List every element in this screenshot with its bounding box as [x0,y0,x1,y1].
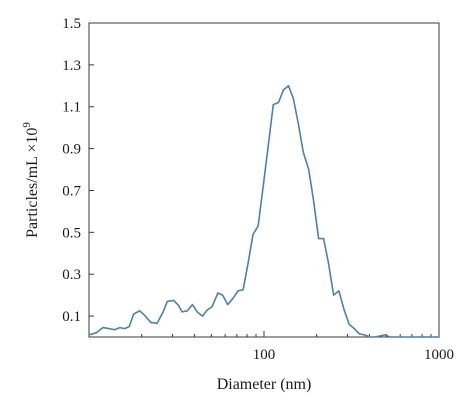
y-tick-label: 0.5 [62,225,81,241]
x-tick-label: 100 [253,347,276,363]
y-tick-label: 1.3 [62,58,81,74]
y-tick-label: 1.5 [62,16,81,32]
y-tick-label: 1.1 [62,100,81,116]
y-axis-title: Particles/mL ×109 [21,122,41,238]
y-axis-ticks: 0.1 0.3 0.5 0.7 0.9 1.1 1.3 1.5 [62,16,94,325]
series-layer [88,85,440,338]
y-tick-label: 0.9 [62,142,81,158]
y-tick-label: 0.3 [62,267,81,283]
x-axis-ticks: 100 1000 [141,331,454,363]
series-line [88,85,440,338]
y-tick-label: 0.7 [62,183,81,199]
y-axis-title-text: Particles/mL ×10 [24,128,41,238]
y-axis-title-exponent: 9 [21,122,33,128]
y-tick-label: 0.1 [62,309,81,325]
x-tick-label: 1000 [424,347,454,363]
x-axis-title: Diameter (nm) [217,376,312,393]
